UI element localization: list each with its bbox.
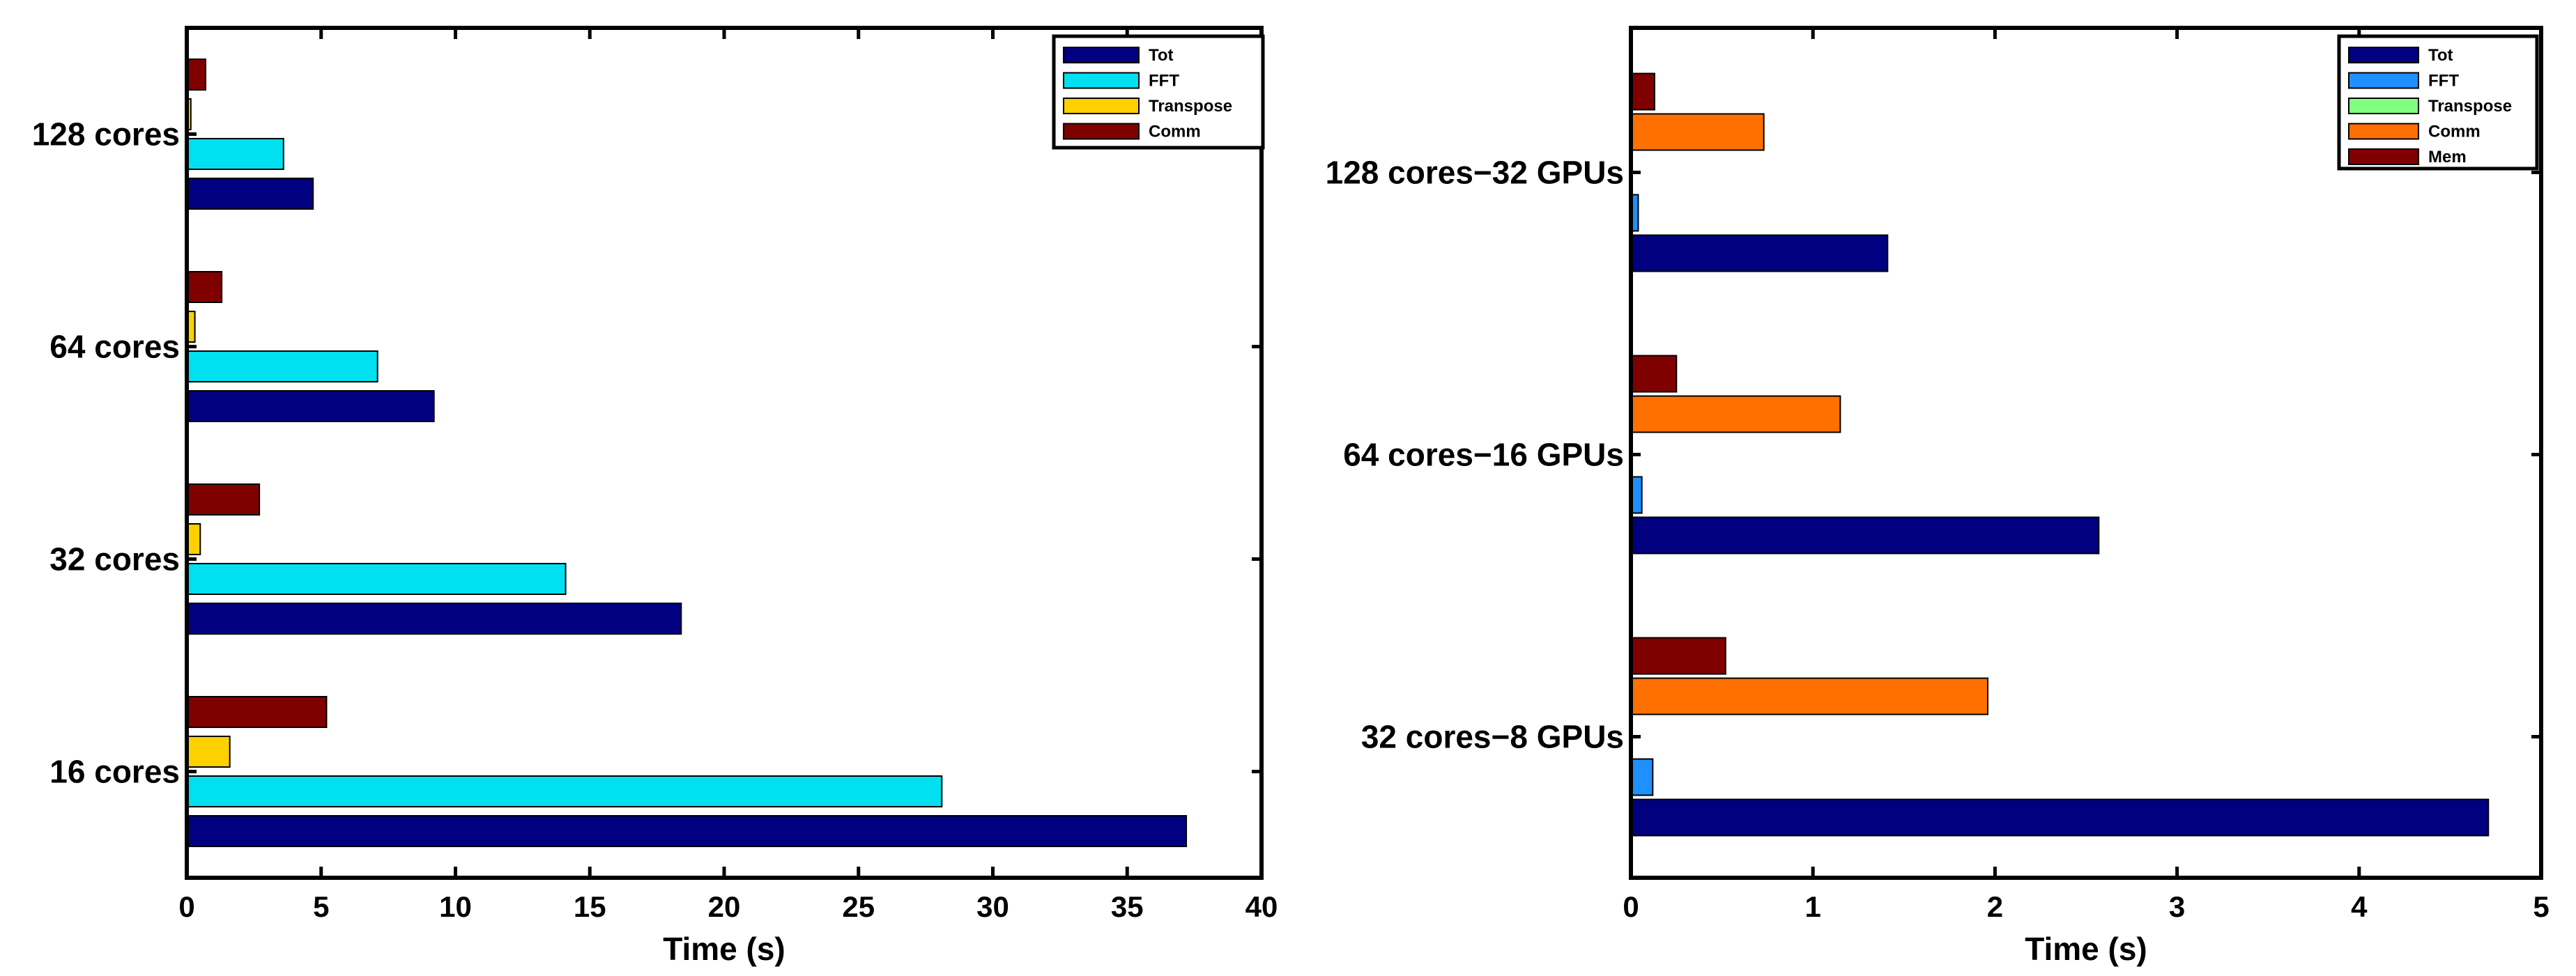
category-label: 64 cores−16 GPUs [1343, 437, 1624, 473]
category-label: 16 cores [49, 754, 180, 790]
legend-swatch-comm [1063, 123, 1140, 140]
category-label: 128 cores−32 GPUs [1326, 155, 1624, 191]
category-label: 64 cores [49, 329, 180, 365]
x-tick-label: 25 [842, 890, 875, 923]
x-tick-label: 0 [1623, 890, 1639, 923]
legend: Tot FFT Transpose Comm [1052, 34, 1265, 150]
bar-transpose-1 [186, 736, 231, 768]
bar-fft-3 [186, 350, 378, 382]
legend-label-fft: FFT [2428, 72, 2459, 91]
bar-tot-1 [1630, 798, 2490, 837]
category-label: 128 cores [32, 116, 180, 153]
legend-swatch-fft [1063, 72, 1140, 89]
bar-fft-2 [186, 563, 567, 595]
x-tick-label: 5 [313, 890, 329, 923]
bar-mem-3 [1630, 72, 1655, 111]
bar-comm-2 [186, 483, 261, 516]
x-tick-label: 3 [2169, 890, 2185, 923]
legend-swatch-mem [2348, 148, 2419, 165]
bar-comm-1 [1630, 677, 1988, 715]
bar-tot-3 [1630, 234, 1889, 272]
chart-panel-1: 16 cores 32 cores 64 cores 128 cores 0 5 10 15 2… [32, 26, 1278, 967]
x-tick-label: 20 [708, 890, 741, 923]
legend-label-tot: Tot [1149, 46, 1174, 65]
x-tick-label: 35 [1111, 890, 1144, 923]
x-axis-title: Time (s) [2025, 931, 2147, 967]
x-tick-label: 40 [1245, 890, 1278, 923]
x-tick-label: 0 [178, 890, 194, 923]
category-label: 32 cores−8 GPUs [1361, 719, 1624, 755]
legend-swatch-tot [2348, 47, 2419, 63]
legend-label-comm: Comm [1149, 123, 1201, 141]
bar-comm-3 [1630, 113, 1765, 151]
x-axis-title: Time (s) [663, 931, 785, 967]
legend-swatch-transpose [1063, 98, 1140, 114]
bar-tot-3 [186, 390, 435, 422]
bar-mem-2 [1630, 355, 1678, 393]
legend-label-fft: FFT [1149, 72, 1179, 91]
bar-fft-1 [1630, 758, 1654, 796]
legend-label-comm: Comm [2428, 123, 2481, 141]
bar-fft-4 [186, 138, 284, 170]
x-tick-label: 30 [976, 890, 1009, 923]
bar-tot-4 [186, 178, 314, 210]
category-label: 32 cores [49, 541, 180, 578]
legend-swatch-fft [2348, 72, 2419, 89]
legend-label-transpose: Transpose [2428, 97, 2512, 116]
x-tick-label: 5 [2533, 890, 2549, 923]
chart-panel-2: 32 cores−8 GPUs 64 cores−16 GPUs 128 cores… [1326, 26, 2550, 967]
bar-mem-1 [1630, 637, 1726, 675]
bar-comm-3 [186, 271, 223, 303]
legend-label-tot: Tot [2428, 46, 2453, 65]
plot-frame [185, 26, 1264, 880]
bar-fft-1 [186, 775, 943, 807]
bar-comm-2 [1630, 395, 1841, 433]
legend-swatch-tot [1063, 47, 1140, 63]
plot-frame [1629, 26, 2543, 880]
x-tick-label: 10 [439, 890, 472, 923]
x-tick-label: 4 [2351, 890, 2368, 923]
bar-comm-4 [186, 59, 206, 91]
legend-swatch-comm [2348, 123, 2419, 140]
x-tick-label: 1 [1805, 890, 1821, 923]
x-tick-label: 15 [574, 890, 606, 923]
legend-swatch-transpose [2348, 98, 2419, 114]
bar-comm-1 [186, 696, 328, 728]
legend-label-transpose: Transpose [1149, 97, 1232, 116]
bar-tot-2 [186, 603, 682, 635]
legend-label-mem: Mem [2428, 148, 2467, 166]
x-tick-label: 2 [1987, 890, 2003, 923]
bar-tot-2 [1630, 516, 2100, 555]
bar-tot-1 [186, 815, 1188, 847]
legend: Tot FFT Transpose Comm Mem [2337, 34, 2539, 171]
